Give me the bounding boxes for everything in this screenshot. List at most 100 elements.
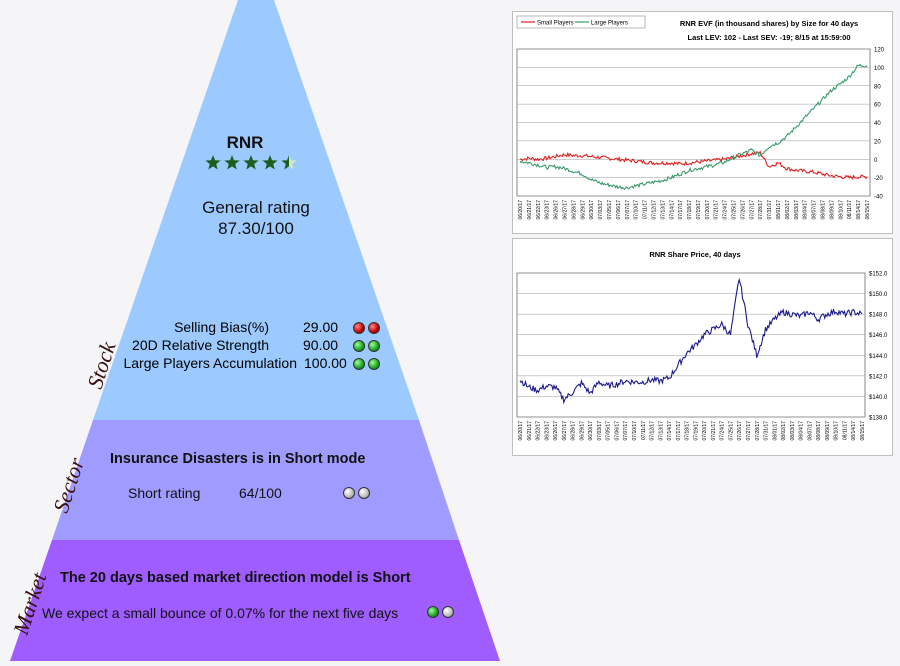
x-tick-label: 06/28/17	[571, 200, 577, 220]
y-tick-label: -40	[874, 195, 883, 201]
evf-chart: Small Players Large Players RNR EVF (in …	[512, 11, 893, 234]
y-tick-label: 80	[874, 84, 881, 90]
stock-ticker: RNR	[226, 133, 264, 152]
star-rating-icons	[205, 155, 297, 170]
x-tick-label: 07/11/17	[641, 421, 647, 440]
x-tick-label: 06/23/17	[544, 421, 550, 441]
x-tick-label: 07/18/17	[687, 200, 693, 220]
y-tick-label: $140.0	[869, 395, 888, 401]
x-tick-label: 07/07/17	[623, 421, 629, 441]
sector-headline: Insurance Disasters is in Short mode	[110, 451, 366, 467]
x-tick-label: 06/27/17	[562, 421, 568, 441]
x-tick-label: 08/01/17	[776, 200, 782, 220]
x-tick-label: 08/10/17	[834, 421, 840, 441]
x-tick-label: 08/08/17	[821, 200, 827, 220]
series-line-small-players	[519, 150, 868, 180]
x-tick-label: 07/17/17	[676, 421, 682, 441]
x-tick-label: 07/20/17	[702, 421, 708, 441]
y-tick-label: 100	[874, 66, 885, 72]
pyramid-stock-tier	[93, 0, 419, 420]
market-headline: The 20 days based market direction model…	[60, 570, 411, 586]
x-tick-label: 07/24/17	[720, 421, 726, 441]
x-tick-label: 07/05/17	[606, 421, 612, 441]
metric-label: 20D Relative Strength	[132, 337, 269, 353]
x-tick-label: 08/07/17	[807, 421, 813, 441]
half-star-icon	[281, 155, 289, 170]
x-tick-label: 07/24/17	[723, 200, 729, 220]
x-tick-label: 07/27/17	[749, 200, 755, 220]
x-tick-label: 07/28/17	[758, 200, 764, 220]
x-tick-label: 07/31/17	[764, 421, 770, 441]
star-icon	[205, 155, 221, 170]
x-tick-label: 07/06/17	[616, 200, 622, 220]
y-tick-label: $138.0	[869, 416, 888, 422]
x-tick-label: 06/28/17	[571, 421, 577, 441]
y-tick-label: -20	[874, 176, 883, 182]
x-tick-label: 07/10/17	[634, 200, 640, 220]
pyramid	[10, 0, 500, 661]
x-tick-label: 07/06/17	[614, 421, 620, 441]
pyramid-sector-tier	[52, 420, 459, 540]
x-tick-label: 06/26/17	[554, 200, 560, 220]
x-tick-label: 07/26/17	[740, 200, 746, 220]
x-tick-label: 06/22/17	[536, 200, 542, 220]
x-tick-label: 07/03/17	[598, 200, 604, 220]
x-tick-label: 07/03/17	[597, 421, 603, 441]
y-tick-label: $142.0	[869, 374, 888, 380]
x-tick-label: 07/31/17	[767, 200, 773, 220]
x-tick-label: 08/02/17	[785, 200, 791, 220]
y-tick-label: 0	[874, 158, 878, 164]
x-tick-label: 08/04/17	[803, 200, 809, 220]
metric-dots	[350, 355, 380, 371]
market-expectation: We expect a small bounce of 0.07% for th…	[42, 605, 399, 621]
general-rating-label: General rating	[202, 198, 310, 217]
x-tick-label: 06/20/17	[518, 421, 524, 441]
x-tick-label: 07/19/17	[696, 200, 702, 220]
x-tick-label: 07/13/17	[658, 421, 664, 441]
x-tick-label: 07/20/17	[705, 200, 711, 220]
y-tick-label: 60	[874, 103, 881, 109]
x-tick-label: 06/29/17	[580, 200, 586, 220]
x-tick-label: 07/11/17	[643, 200, 649, 219]
x-tick-label: 07/07/17	[625, 200, 631, 220]
x-tick-label: 08/03/17	[794, 200, 800, 220]
x-tick-label: 07/28/17	[755, 421, 761, 441]
share-price-chart: RNR Share Price, 40 days $152.0 $150.0 $14…	[512, 238, 893, 456]
metric-value: 90.00	[303, 337, 339, 353]
star-icon	[224, 155, 240, 170]
x-tick-label: 07/12/17	[650, 421, 656, 441]
share-price-chart-svg: RNR Share Price, 40 days $152.0 $150.0 $14…	[516, 250, 888, 441]
x-tick-label: 08/15/17	[865, 200, 871, 220]
metric-dots	[350, 337, 380, 353]
legend-large-players-label: Large Players	[591, 21, 628, 27]
x-tick-label: 08/11/17	[847, 200, 853, 219]
share-price-chart-title: RNR Share Price, 40 days	[649, 250, 740, 259]
series-line-share-price	[519, 277, 863, 405]
metric-value: 100.00	[304, 355, 347, 371]
x-tick-label: 08/11/17	[842, 421, 848, 440]
y-tick-label: $144.0	[869, 354, 888, 360]
x-tick-label: 07/14/17	[667, 421, 673, 441]
y-tick-label: 40	[874, 121, 881, 127]
metric-label: Large Players Accumulation	[123, 355, 297, 371]
y-tick-label: $150.0	[869, 292, 888, 298]
x-tick-label: 07/25/17	[728, 421, 734, 441]
x-tick-label: 07/10/17	[632, 421, 638, 441]
green-status-icon	[353, 340, 365, 353]
x-tick-label: 07/26/17	[737, 421, 743, 441]
x-tick-label: 06/30/17	[588, 421, 594, 441]
star-icon	[262, 155, 278, 170]
sector-dots	[340, 484, 370, 502]
x-tick-label: 06/22/17	[536, 421, 542, 441]
x-tick-label: 07/19/17	[693, 421, 699, 441]
legend-small-players-label: Small Players	[537, 21, 574, 27]
general-rating-value: 87.30/100	[218, 219, 294, 238]
metric-dots	[350, 319, 380, 335]
evf-chart-subtitle: Last LEV: 102 - Last SEV: -19; 8/15 at 1…	[688, 33, 851, 42]
x-tick-label: 07/25/17	[732, 200, 738, 220]
x-tick-label: 08/04/17	[799, 421, 805, 441]
sector-rating-label: Short rating	[128, 485, 201, 501]
x-tick-label: 07/05/17	[607, 200, 613, 220]
x-tick-label: 08/14/17	[856, 200, 862, 220]
x-tick-label: 07/27/17	[746, 421, 752, 441]
